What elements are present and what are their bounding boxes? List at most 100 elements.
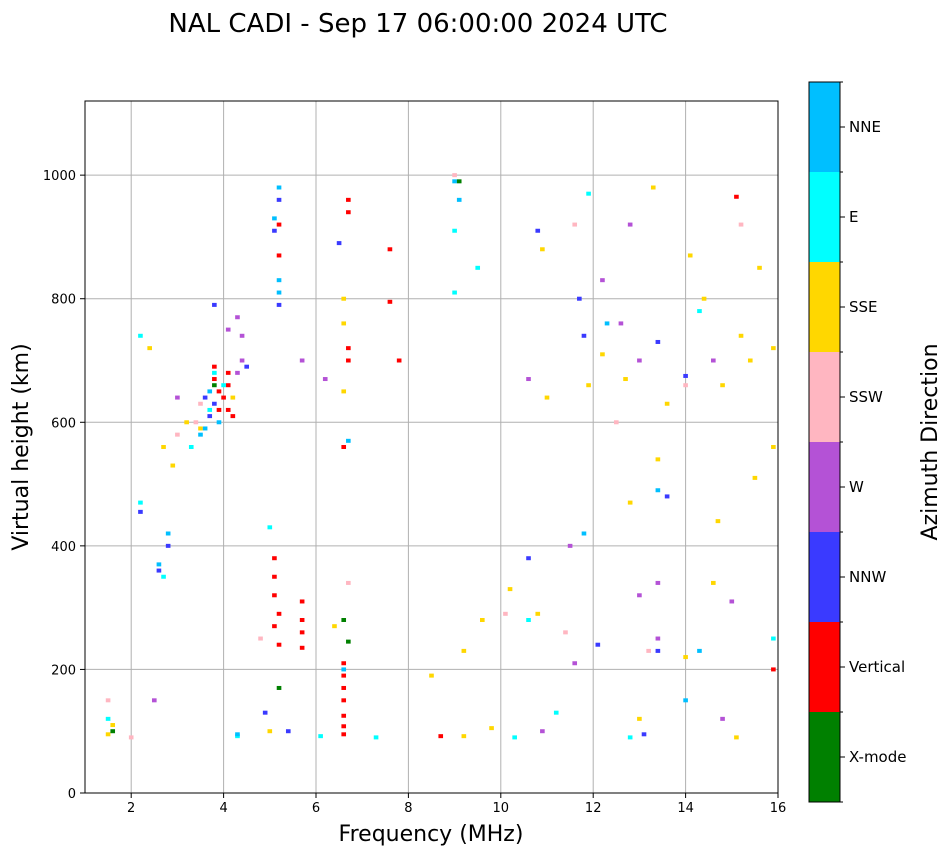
colorbar-label-ssw: SSW [849, 388, 883, 406]
y-axis-label: Virtual height (km) [9, 343, 34, 550]
echo-mark-vertical [272, 556, 277, 561]
echo-mark-sse [600, 352, 605, 357]
echo-mark-w [627, 222, 633, 227]
echo-mark-ssw [563, 630, 568, 635]
chart-title: NAL CADI - Sep 17 06:00:00 2024 UTC [168, 9, 667, 39]
echo-mark-e [697, 309, 702, 314]
echo-mark-vertical [346, 358, 351, 363]
echo-mark-sse [230, 395, 236, 400]
echo-mark-w [572, 661, 578, 666]
echo-mark-x-mode [212, 383, 217, 388]
colorbar-label: Azimuth Direction [918, 343, 943, 540]
echo-mark-e [188, 445, 194, 449]
echo-mark-nnw [262, 710, 268, 715]
echo-mark-e [212, 370, 217, 375]
echo-mark-e [161, 574, 166, 579]
echo-mark-nne [216, 420, 222, 425]
echo-mark-e [627, 735, 633, 740]
echo-mark-ssw [738, 222, 744, 227]
colorbar-label-nne: NNE [849, 118, 881, 136]
echo-mark-nnw [212, 401, 217, 406]
echo-mark-vertical [341, 732, 347, 737]
echo-mark-vertical [734, 194, 739, 199]
colorbar-label-nnw: NNW [849, 568, 886, 586]
echo-mark-sse [655, 457, 661, 462]
colorbar-frame [808, 81, 841, 803]
echo-mark-e [475, 265, 481, 270]
colorbar-swatch-nnw [809, 532, 840, 622]
echo-mark-e [373, 735, 379, 740]
echo-mark-vertical [346, 210, 351, 215]
echo-mark-vertical [341, 724, 347, 729]
colorbar-label-w: W [849, 478, 864, 496]
echo-mark-sse [429, 673, 434, 678]
echo-mark-w [655, 580, 661, 585]
y-tick-label: 200 [51, 663, 76, 678]
y-tick-label: 800 [51, 293, 76, 308]
echo-mark-w [526, 377, 531, 382]
echo-mark-nnw [285, 729, 291, 734]
echo-mark-vertical [225, 407, 231, 412]
echo-mark-ssw [105, 698, 111, 703]
echo-mark-nnw [683, 373, 688, 378]
echo-mark-sse [489, 726, 494, 731]
echo-mark-vertical [299, 630, 305, 635]
echo-mark-e [512, 735, 517, 740]
echo-mark-vertical [216, 389, 222, 394]
echo-mark-sse [623, 377, 628, 382]
echo-mark-nne [207, 389, 213, 394]
echo-mark-nnw [165, 543, 171, 548]
echo-mark-vertical [276, 253, 282, 258]
echo-mark-nnw [156, 568, 162, 573]
echo-mark-sse [110, 723, 116, 728]
colorbar-swatch-e [809, 172, 840, 262]
echo-mark-sse [752, 475, 758, 480]
echo-mark-vertical [276, 642, 282, 647]
echo-mark-ssw [613, 420, 619, 425]
echo-mark-nnw [207, 414, 213, 419]
echo-mark-e [452, 290, 457, 295]
x-axis-label: Frequency (MHz) [339, 822, 524, 847]
echo-mark-ssw [175, 432, 180, 437]
y-tick-label: 1000 [43, 169, 76, 184]
colorbar-label-e: E [849, 208, 858, 226]
echo-mark-sse [586, 383, 591, 388]
echo-mark-nne [202, 426, 208, 431]
echo-mark-nnw [655, 339, 661, 344]
echo-mark-vertical [272, 624, 277, 629]
echo-mark-vertical [346, 346, 351, 351]
echo-mark-vertical [212, 364, 217, 369]
echo-mark-nne [276, 185, 282, 190]
echo-mark-nne [456, 197, 462, 202]
echo-mark-nne [604, 321, 610, 326]
echo-mark-sse [540, 247, 545, 252]
x-tick-label: 12 [585, 801, 602, 816]
echo-mark-sse [687, 253, 693, 258]
echo-mark-w [299, 358, 305, 363]
grid-lines [85, 101, 779, 794]
echo-mark-ssw [683, 383, 688, 388]
colorbar-swatch-vertical [809, 622, 840, 712]
echo-mark-ssw [346, 580, 351, 585]
echo-mark-w [239, 333, 245, 338]
echo-mark-ssw [572, 222, 578, 227]
echo-mark-x-mode [456, 179, 462, 184]
echo-mark-x-mode [346, 639, 351, 644]
x-tick-label: 4 [219, 801, 227, 816]
echo-mark-vertical [276, 222, 282, 227]
echo-mark-sse [198, 426, 203, 431]
echo-mark-w [711, 358, 716, 363]
echo-mark-vertical [387, 299, 393, 304]
echo-mark-w [540, 729, 545, 734]
echo-mark-w [151, 698, 157, 703]
echo-mark-w [322, 377, 328, 382]
x-tick-label: 8 [404, 801, 412, 816]
colorbar-label-sse: SSE [849, 298, 878, 316]
echo-mark-nne [276, 290, 282, 295]
echo-mark-vertical [341, 661, 347, 666]
echo-mark-sse [170, 463, 176, 468]
echo-mark-e [267, 525, 273, 530]
echo-mark-x-mode [110, 729, 116, 734]
echo-mark-sse [341, 389, 347, 394]
x-tick-label: 2 [127, 801, 135, 816]
